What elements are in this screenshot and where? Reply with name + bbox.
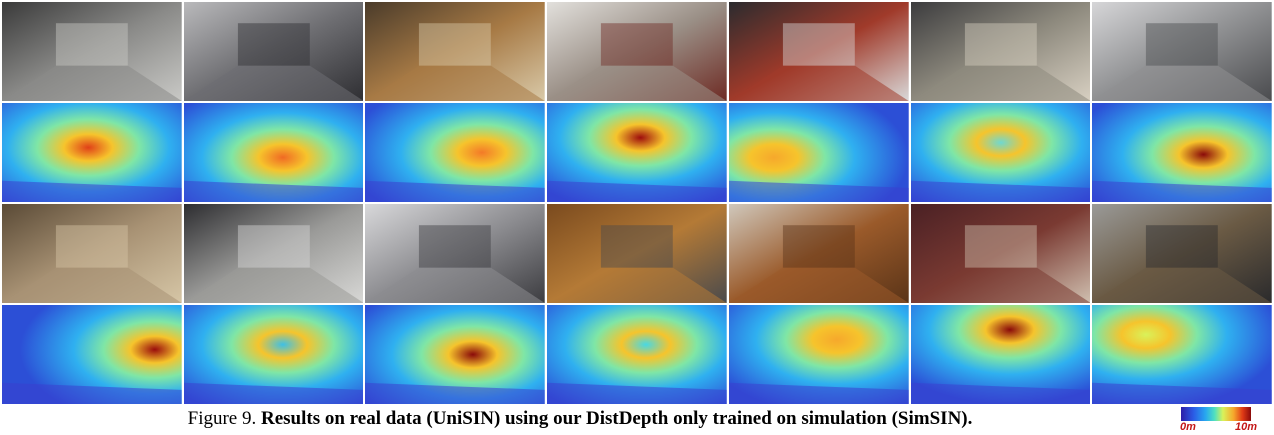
depth-map <box>910 305 1091 404</box>
indoor-photo <box>547 204 727 303</box>
indoor-photo <box>183 204 364 303</box>
indoor-photo <box>910 204 1091 303</box>
indoor-photo <box>2 2 182 101</box>
figure-caption: Figure 9. Results on real data (UniSIN) … <box>0 408 1160 430</box>
caption-prefix: Figure 9. <box>187 408 257 429</box>
indoor-photo <box>365 2 546 101</box>
depth-colorbar <box>1181 407 1251 421</box>
indoor-photo <box>183 2 364 101</box>
depth-map <box>1092 305 1272 404</box>
indoor-photo <box>2 204 182 303</box>
indoor-photo <box>365 204 546 303</box>
depth-map <box>728 305 909 404</box>
caption-bold-text: Results on real data (UniSIN) using our … <box>260 408 973 429</box>
depth-map <box>365 305 546 404</box>
depth-map <box>728 103 909 202</box>
depth-map <box>547 305 727 404</box>
colorbar-max-label: 10m <box>1235 421 1258 433</box>
depth-map <box>2 305 182 404</box>
depth-map <box>2 103 182 202</box>
indoor-photo <box>728 204 909 303</box>
indoor-photo <box>910 2 1091 101</box>
indoor-photo <box>1092 204 1272 303</box>
indoor-photo <box>1092 2 1272 101</box>
figure-image-grid <box>2 2 1272 404</box>
depth-map <box>547 103 727 202</box>
depth-map <box>1092 103 1272 202</box>
depth-map <box>183 103 364 202</box>
indoor-photo <box>547 2 727 101</box>
indoor-photo <box>728 2 909 101</box>
depth-map <box>910 103 1091 202</box>
depth-map <box>365 103 546 202</box>
depth-map <box>183 305 364 404</box>
colorbar-min-label: 0m <box>1180 421 1196 433</box>
